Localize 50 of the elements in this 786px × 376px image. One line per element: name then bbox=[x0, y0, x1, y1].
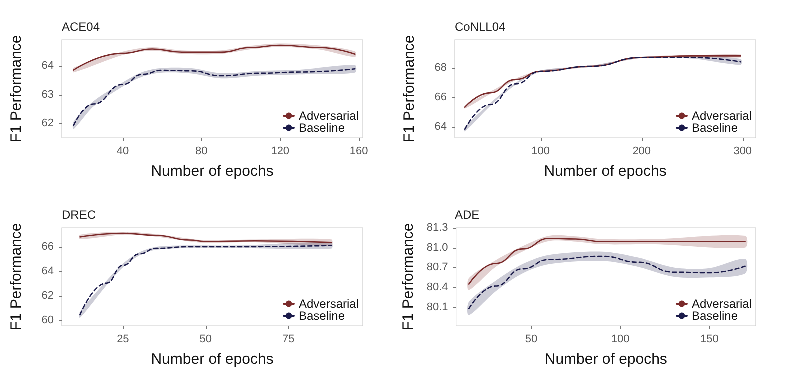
y-axis-title: F1 Performance bbox=[400, 223, 417, 331]
y-tick-label: 80.1 bbox=[426, 301, 448, 314]
legend-label: Adversarial bbox=[692, 109, 752, 123]
x-tick-label: 100 bbox=[611, 334, 630, 346]
legend-label: Baseline bbox=[692, 121, 738, 135]
x-tick-label: 40 bbox=[116, 146, 130, 158]
x-tick-label: 50 bbox=[200, 334, 212, 346]
x-tick-label: 75 bbox=[282, 334, 295, 346]
y-tick-label: 64 bbox=[42, 60, 54, 72]
x-axis-title: Number of epochs bbox=[151, 351, 274, 368]
line-series bbox=[468, 238, 746, 285]
x-tick-label: 200 bbox=[632, 146, 652, 158]
y-tick-label: 62 bbox=[42, 118, 54, 130]
y-tick-label: 80.7 bbox=[426, 262, 448, 274]
y-tick-label: 64 bbox=[42, 265, 54, 278]
legend-label: Adversarial bbox=[692, 297, 752, 311]
y-tick-label: 63 bbox=[42, 88, 54, 101]
x-tick-label: 160 bbox=[350, 146, 368, 158]
legend-label: Adversarial bbox=[298, 297, 360, 311]
x-axis-title: Number of epochs bbox=[544, 351, 668, 368]
x-tick-label: 25 bbox=[117, 334, 130, 346]
x-axis-title: Number of epochs bbox=[544, 163, 667, 180]
legend-label: Baseline bbox=[298, 309, 346, 323]
y-tick-label: 80.4 bbox=[426, 282, 448, 294]
y-axis-title: F1 Performance bbox=[401, 35, 418, 143]
y-tick-label: 64 bbox=[434, 120, 447, 133]
y-tick-label: 81.0 bbox=[426, 242, 448, 254]
x-tick-label: 150 bbox=[700, 334, 719, 346]
chart-title: CoNLL04 bbox=[455, 20, 506, 34]
x-tick-label: 100 bbox=[532, 146, 550, 158]
line-series bbox=[80, 232, 332, 244]
legend-label: Baseline bbox=[692, 309, 738, 323]
legend-label: Adversarial bbox=[298, 109, 360, 123]
chart-title: ACE04 bbox=[62, 20, 100, 34]
x-tick-label: 300 bbox=[734, 146, 752, 158]
legend-label: Baseline bbox=[298, 121, 346, 135]
y-tick-label: 60 bbox=[42, 314, 54, 326]
y-tick-label: 62 bbox=[42, 290, 54, 302]
x-axis-title: Number of epochs bbox=[151, 163, 274, 180]
x-tick-label: 80 bbox=[196, 146, 208, 158]
y-axis-title: F1 Performance bbox=[8, 223, 25, 331]
x-tick-label: 50 bbox=[525, 334, 538, 346]
chart-title: ADE bbox=[455, 208, 480, 222]
y-tick-label: 66 bbox=[42, 240, 54, 253]
chart-title: DREC bbox=[62, 208, 96, 222]
y-tick-label: 66 bbox=[434, 91, 447, 104]
y-axis-title: F1 Performance bbox=[8, 35, 25, 143]
y-tick-label: 68 bbox=[434, 62, 447, 74]
y-tick-label: 81.3 bbox=[426, 222, 448, 234]
x-tick-label: 120 bbox=[271, 146, 290, 158]
